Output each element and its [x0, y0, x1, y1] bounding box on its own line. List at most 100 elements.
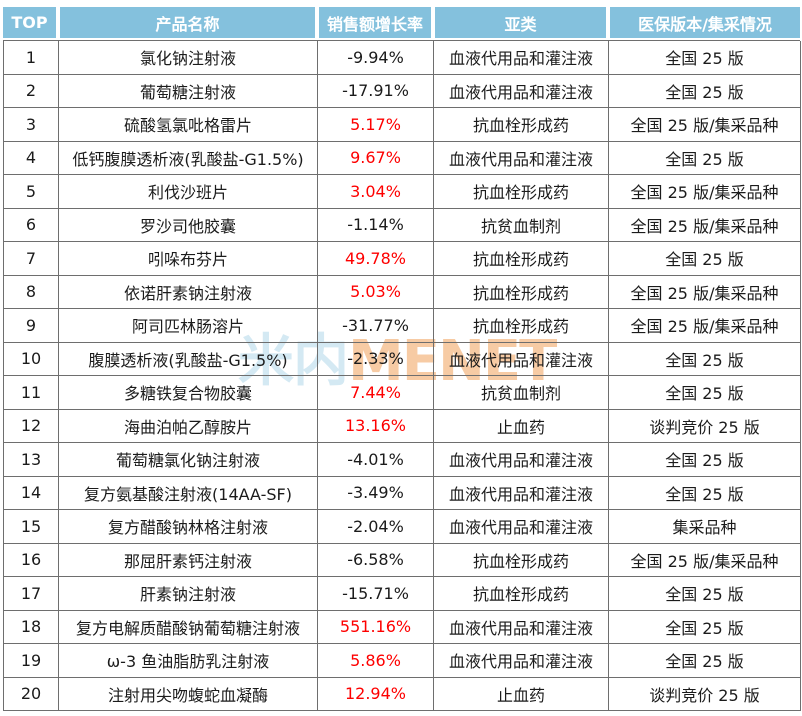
product-name-cell: 葡萄糖氯化钠注射液 — [59, 443, 318, 477]
rank-cell: 6 — [4, 208, 59, 242]
subcategory-cell: 血液代用品和灌注液 — [434, 41, 609, 75]
table-row: 9 阿司匹林肠溶片 -31.77% 抗血栓形成药 全国 25 版/集采品种 — [4, 309, 801, 343]
product-name-cell: 复方氨基酸注射液(14AA-SF) — [59, 476, 318, 510]
header-label-insurance: 医保版本/集采情况 — [610, 7, 800, 38]
product-name-cell: 利伐沙班片 — [59, 175, 318, 209]
table-row: 2 葡萄糖注射液 -17.91% 血液代用品和灌注液 全国 25 版 — [4, 74, 801, 108]
growth-rate-cell: -2.33% — [318, 342, 434, 376]
subcategory-cell: 血液代用品和灌注液 — [434, 510, 609, 544]
rank-cell: 8 — [4, 275, 59, 309]
insurance-status-cell: 全国 25 版/集采品种 — [609, 175, 801, 209]
table-row: 7 吲哚布芬片 49.78% 抗血栓形成药 全国 25 版 — [4, 242, 801, 276]
rank-cell: 10 — [4, 342, 59, 376]
table-body: 1 氯化钠注射液 -9.94% 血液代用品和灌注液 全国 25 版 2 葡萄糖注… — [3, 40, 801, 711]
rank-cell: 11 — [4, 376, 59, 410]
rank-cell: 3 — [4, 108, 59, 142]
insurance-status-cell: 谈判竞价 25 版 — [609, 677, 801, 711]
product-name-cell: 依诺肝素钠注射液 — [59, 275, 318, 309]
growth-rate-cell: -6.58% — [318, 543, 434, 577]
product-name-cell: ω-3 鱼油脂肪乳注射液 — [59, 644, 318, 678]
rank-cell: 20 — [4, 677, 59, 711]
insurance-status-cell: 全国 25 版 — [609, 476, 801, 510]
table-row: 1 氯化钠注射液 -9.94% 血液代用品和灌注液 全国 25 版 — [4, 41, 801, 75]
subcategory-cell: 血液代用品和灌注液 — [434, 74, 609, 108]
subcategory-cell: 抗血栓形成药 — [434, 577, 609, 611]
growth-rate-cell: 9.67% — [318, 141, 434, 175]
product-name-cell: 肝素钠注射液 — [59, 577, 318, 611]
growth-rate-cell: 551.16% — [318, 610, 434, 644]
insurance-status-cell: 全国 25 版 — [609, 577, 801, 611]
subcategory-cell: 血液代用品和灌注液 — [434, 644, 609, 678]
product-name-cell: 吲哚布芬片 — [59, 242, 318, 276]
product-name-cell: 低钙腹膜透析液(乳酸盐-G1.5%) — [59, 141, 318, 175]
product-name-cell: 多糖铁复合物胶囊 — [59, 376, 318, 410]
header-label-top: TOP — [3, 7, 56, 38]
product-name-cell: 复方电解质醋酸钠葡萄糖注射液 — [59, 610, 318, 644]
product-name-cell: 氯化钠注射液 — [59, 41, 318, 75]
table-row: 6 罗沙司他胶囊 -1.14% 抗贫血制剂 全国 25 版/集采品种 — [4, 208, 801, 242]
product-name-cell: 那屈肝素钙注射液 — [59, 543, 318, 577]
rank-cell: 17 — [4, 577, 59, 611]
growth-rate-cell: 3.04% — [318, 175, 434, 209]
table-row: 4 低钙腹膜透析液(乳酸盐-G1.5%) 9.67% 血液代用品和灌注液 全国 … — [4, 141, 801, 175]
insurance-status-cell: 全国 25 版 — [609, 74, 801, 108]
table-row: 20 注射用尖吻蝮蛇血凝酶 12.94% 止血药 谈判竞价 25 版 — [4, 677, 801, 711]
watermark-en-text: MENET — [348, 329, 557, 394]
table-header-row: TOP 产品名称 销售额增长率 亚类 医保版本/集采情况 — [3, 7, 800, 38]
insurance-status-cell: 全国 25 版/集采品种 — [609, 208, 801, 242]
insurance-status-cell: 全国 25 版/集采品种 — [609, 543, 801, 577]
product-name-cell: 硫酸氢氯吡格雷片 — [59, 108, 318, 142]
growth-rate-cell: -3.49% — [318, 476, 434, 510]
growth-rate-cell: -17.91% — [318, 74, 434, 108]
product-name-cell: 注射用尖吻蝮蛇血凝酶 — [59, 677, 318, 711]
growth-rate-cell: -1.14% — [318, 208, 434, 242]
growth-rate-cell: 12.94% — [318, 677, 434, 711]
rank-cell: 19 — [4, 644, 59, 678]
header-cell-product-name: 产品名称 — [58, 7, 317, 38]
rank-cell: 12 — [4, 409, 59, 443]
insurance-status-cell: 全国 25 版 — [609, 644, 801, 678]
subcategory-cell: 抗血栓形成药 — [434, 108, 609, 142]
subcategory-cell: 抗血栓形成药 — [434, 175, 609, 209]
subcategory-cell: 抗血栓形成药 — [434, 242, 609, 276]
rank-cell: 18 — [4, 610, 59, 644]
subcategory-cell: 血液代用品和灌注液 — [434, 610, 609, 644]
table-row: 13 葡萄糖氯化钠注射液 -4.01% 血液代用品和灌注液 全国 25 版 — [4, 443, 801, 477]
product-name-cell: 罗沙司他胶囊 — [59, 208, 318, 242]
header-label-subcategory: 亚类 — [435, 7, 606, 38]
watermark-cn-text: 米内 — [238, 329, 349, 394]
product-name-cell: 海曲泊帕乙醇胺片 — [59, 409, 318, 443]
product-ranking-table: TOP 产品名称 销售额增长率 亚类 医保版本/集采情况 1 氯化钠注射液 -9… — [3, 7, 801, 711]
insurance-status-cell: 全国 25 版/集采品种 — [609, 309, 801, 343]
header-cell-insurance: 医保版本/集采情况 — [608, 7, 800, 38]
subcategory-cell: 抗贫血制剂 — [434, 208, 609, 242]
rank-cell: 1 — [4, 41, 59, 75]
insurance-status-cell: 全国 25 版/集采品种 — [609, 275, 801, 309]
rank-cell: 13 — [4, 443, 59, 477]
product-name-cell: 腹膜透析液(乳酸盐-G1.5%) — [59, 342, 318, 376]
subcategory-cell: 抗血栓形成药 — [434, 543, 609, 577]
menet-watermark: 米内MENET — [238, 326, 557, 398]
insurance-status-cell: 谈判竞价 25 版 — [609, 409, 801, 443]
table-row: 17 肝素钠注射液 -15.71% 抗血栓形成药 全国 25 版 — [4, 577, 801, 611]
growth-rate-cell: -2.04% — [318, 510, 434, 544]
insurance-status-cell: 全国 25 版/集采品种 — [609, 108, 801, 142]
subcategory-cell: 止血药 — [434, 677, 609, 711]
insurance-status-cell: 集采品种 — [609, 510, 801, 544]
growth-rate-cell: -31.77% — [318, 309, 434, 343]
header-cell-growth-rate: 销售额增长率 — [317, 7, 433, 38]
insurance-status-cell: 全国 25 版 — [609, 610, 801, 644]
growth-rate-cell: 5.03% — [318, 275, 434, 309]
table-row: 8 依诺肝素钠注射液 5.03% 抗血栓形成药 全国 25 版/集采品种 — [4, 275, 801, 309]
subcategory-cell: 抗贫血制剂 — [434, 376, 609, 410]
subcategory-cell: 抗血栓形成药 — [434, 309, 609, 343]
table-row: 5 利伐沙班片 3.04% 抗血栓形成药 全国 25 版/集采品种 — [4, 175, 801, 209]
product-name-cell: 阿司匹林肠溶片 — [59, 309, 318, 343]
subcategory-cell: 抗血栓形成药 — [434, 275, 609, 309]
product-name-cell: 复方醋酸钠林格注射液 — [59, 510, 318, 544]
rank-cell: 5 — [4, 175, 59, 209]
table-row: 14 复方氨基酸注射液(14AA-SF) -3.49% 血液代用品和灌注液 全国… — [4, 476, 801, 510]
table-row: 18 复方电解质醋酸钠葡萄糖注射液 551.16% 血液代用品和灌注液 全国 2… — [4, 610, 801, 644]
rank-cell: 16 — [4, 543, 59, 577]
